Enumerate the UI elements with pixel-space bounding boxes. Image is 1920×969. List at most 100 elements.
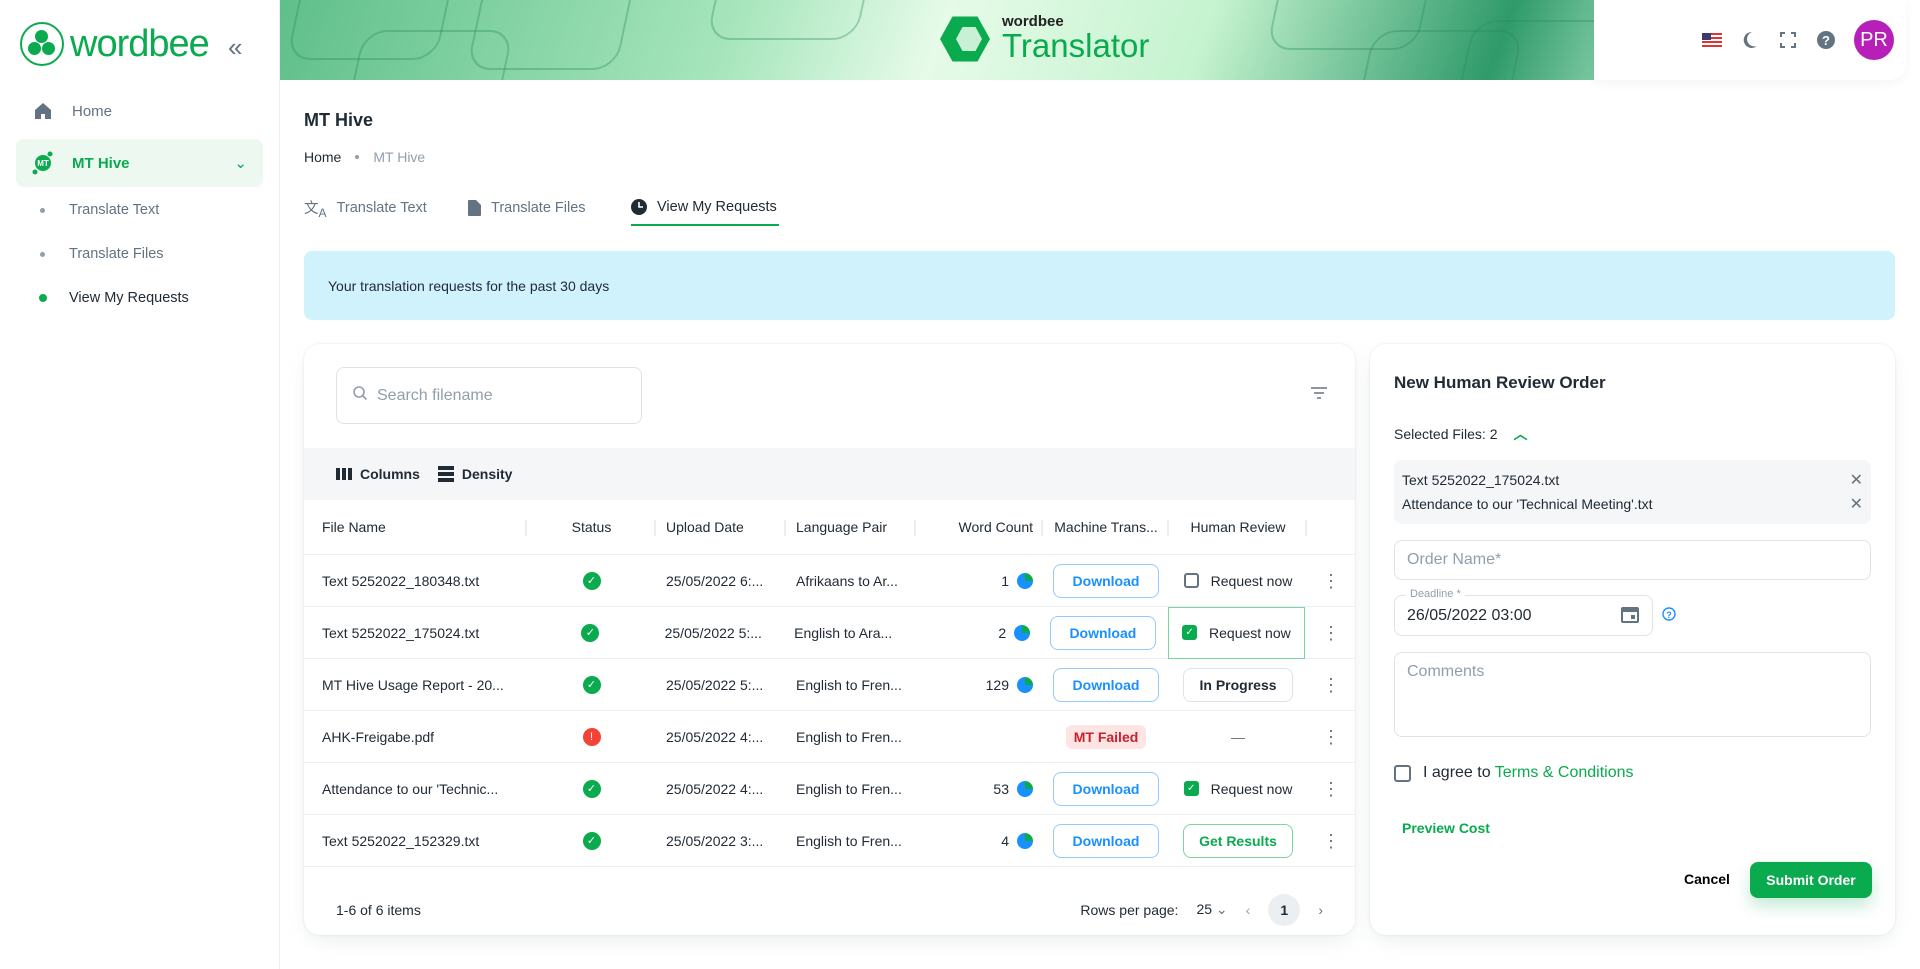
download-button[interactable]: Download: [1053, 823, 1159, 858]
remove-file-icon[interactable]: ✕: [1849, 472, 1863, 489]
column-header-human-review[interactable]: Human Review: [1169, 500, 1307, 554]
rows-per-page-select[interactable]: 25 ⌄: [1196, 901, 1228, 917]
column-header-language-pair[interactable]: Language Pair: [786, 500, 916, 554]
language-pair-cell: English to Fren...: [796, 780, 902, 797]
cancel-button[interactable]: Cancel: [1684, 871, 1730, 887]
sidebar-item-home[interactable]: Home: [16, 87, 263, 135]
word-count-pie-icon[interactable]: [1017, 676, 1033, 693]
language-pair-cell: English to Fren...: [796, 676, 902, 693]
download-button[interactable]: Download: [1053, 667, 1159, 702]
sidebar-subitem-translate-files[interactable]: Translate Files: [40, 246, 164, 262]
help-icon[interactable]: ?: [1816, 30, 1836, 50]
breadcrumb: Home MT Hive: [304, 149, 425, 165]
more-options-icon[interactable]: ⋮: [1322, 778, 1340, 799]
request-now-checkbox[interactable]: ✓ Request now: [1183, 781, 1292, 797]
table-row: Attendance to our 'Technic... ✓ 25/05/20…: [304, 763, 1355, 815]
chevron-down-icon: ⌄: [1215, 901, 1228, 917]
selected-file: Attendance to our 'Technical Meeting'.tx…: [1402, 496, 1863, 513]
download-button[interactable]: Download: [1053, 771, 1159, 806]
checkbox-checked-icon: ✓: [1183, 781, 1199, 796]
column-header-word-count[interactable]: Word Count: [916, 500, 1043, 554]
more-options-icon[interactable]: ⋮: [1322, 570, 1340, 591]
more-options-icon[interactable]: ⋮: [1322, 674, 1340, 695]
fullscreen-icon[interactable]: [1778, 30, 1798, 50]
word-count-pie-icon[interactable]: [1017, 780, 1033, 797]
calendar-icon[interactable]: [1621, 605, 1639, 626]
us-flag-language-icon[interactable]: [1702, 30, 1722, 50]
wordbee-logo: wordbee: [20, 22, 210, 66]
file-name-cell: AHK-Freigabe.pdf: [322, 728, 435, 745]
request-now-checkbox[interactable]: Request now: [1183, 573, 1292, 589]
next-page-icon[interactable]: ›: [1318, 901, 1323, 918]
get-results-button[interactable]: Get Results: [1183, 823, 1293, 858]
comments-textarea[interactable]: [1394, 652, 1871, 737]
submit-order-button[interactable]: Submit Order: [1750, 862, 1872, 898]
tab-view-my-requests[interactable]: View My Requests: [631, 190, 779, 226]
dark-mode-moon-icon[interactable]: [1740, 30, 1760, 50]
search-field[interactable]: [336, 367, 642, 424]
requests-table-card: Columns Density File Name Status Upload …: [304, 344, 1355, 935]
upload-date-cell: 25/05/2022 5:...: [664, 624, 762, 641]
search-input[interactable]: [377, 386, 617, 405]
download-button[interactable]: Download: [1053, 563, 1159, 598]
translate-icon: 文A: [304, 200, 327, 220]
selected-files-list: Text 5252022_175024.txt ✕ Attendance to o…: [1394, 460, 1871, 524]
word-count-pie-icon[interactable]: [1017, 572, 1033, 589]
sidebar-subitem-view-my-requests[interactable]: View My Requests: [39, 290, 189, 306]
word-count: 4: [1001, 832, 1009, 849]
preview-cost-button[interactable]: Preview Cost: [1402, 820, 1490, 836]
home-icon: [32, 102, 54, 120]
in-progress-button[interactable]: In Progress: [1183, 667, 1293, 702]
tab-translate-files[interactable]: Translate Files: [468, 190, 586, 226]
checkbox-icon: [1183, 573, 1199, 588]
word-count-pie-icon[interactable]: [1017, 832, 1033, 849]
more-options-icon[interactable]: ⋮: [1322, 622, 1341, 643]
upload-date-cell: 25/05/2022 3:...: [666, 832, 764, 849]
download-button[interactable]: Download: [1050, 615, 1156, 650]
word-count-pie-icon[interactable]: [1014, 624, 1031, 641]
prev-page-icon[interactable]: ‹: [1245, 901, 1251, 918]
filter-icon[interactable]: [1311, 386, 1327, 402]
success-status-icon: ✓: [581, 623, 600, 642]
error-status-icon: !: [582, 727, 601, 746]
more-options-icon[interactable]: ⋮: [1322, 726, 1340, 747]
terms-link[interactable]: Terms & Conditions: [1494, 764, 1634, 781]
column-header-machine-translation[interactable]: Machine Trans...: [1043, 500, 1169, 554]
upload-date-cell: 25/05/2022 5:...: [666, 676, 764, 693]
deadline-input[interactable]: [1394, 595, 1653, 636]
svg-text:MT: MT: [37, 159, 49, 168]
help-circle-icon[interactable]: ?: [1662, 607, 1676, 624]
sidebar-subitem-translate-text[interactable]: Translate Text: [40, 202, 159, 218]
file-name-cell: Text 5252022_180348.txt: [322, 572, 480, 589]
collapse-sidebar-icon[interactable]: «: [228, 32, 243, 62]
density-button[interactable]: Density: [437, 466, 512, 482]
more-options-icon[interactable]: ⋮: [1322, 830, 1340, 851]
sidebar-item-mt-hive[interactable]: MT MT Hive ⌄: [16, 139, 263, 187]
table-header-row: File Name Status Upload Date Language Pa…: [304, 500, 1355, 555]
translator-logo: wordbee Translator: [940, 14, 1149, 64]
column-header-upload-date[interactable]: Upload Date: [656, 500, 786, 554]
clock-icon: [631, 199, 647, 215]
order-name-input[interactable]: [1394, 540, 1871, 580]
svg-text:?: ?: [1666, 610, 1672, 620]
selected-files-toggle[interactable]: Selected Files: 2 ︿: [1394, 426, 1528, 442]
column-header-file-name[interactable]: File Name: [304, 500, 527, 554]
table-row: AHK-Freigabe.pdf ! 25/05/2022 4:... Engl…: [304, 711, 1355, 763]
table-row: Text 5252022_175024.txt ✓ 25/05/2022 5:.…: [304, 606, 1355, 659]
remove-file-icon[interactable]: ✕: [1849, 496, 1863, 513]
breadcrumb-home[interactable]: Home: [304, 149, 342, 165]
agree-checkbox[interactable]: [1394, 764, 1411, 782]
tab-translate-text[interactable]: 文A Translate Text: [304, 190, 427, 226]
upload-date-cell: 25/05/2022 6:...: [666, 572, 764, 589]
page-title: MT Hive: [304, 110, 374, 130]
success-status-icon: ✓: [582, 571, 601, 590]
avatar[interactable]: PR: [1854, 20, 1894, 60]
table-row: MT Hive Usage Report - 20... ✓ 25/05/202…: [304, 659, 1355, 711]
header-banner: wordbee Translator: [280, 0, 1594, 80]
columns-button[interactable]: Columns: [336, 466, 420, 482]
page-1-button[interactable]: 1: [1268, 893, 1301, 926]
request-now-checkbox[interactable]: ✓ Request now: [1182, 625, 1291, 641]
language-pair-cell: English to Fren...: [796, 728, 902, 745]
mt-hive-icon: MT: [32, 151, 54, 175]
column-header-status[interactable]: Status: [527, 500, 656, 554]
